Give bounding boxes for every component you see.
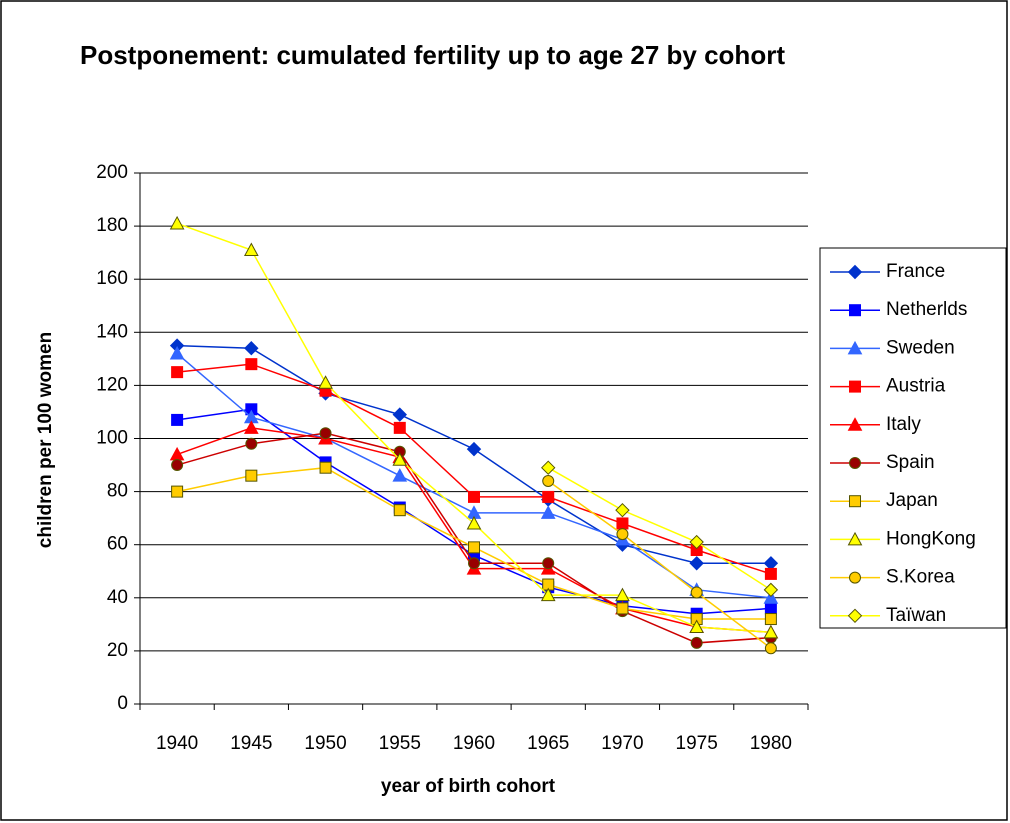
data-point	[392, 452, 408, 466]
y-tick-label: 40	[107, 587, 128, 608]
data-point	[466, 441, 482, 457]
data-point	[171, 459, 184, 472]
data-point	[169, 215, 185, 230]
y-tick-label: 180	[96, 215, 128, 236]
data-point	[689, 556, 704, 571]
legend-marker	[847, 608, 863, 624]
data-point	[171, 413, 184, 426]
data-point	[319, 461, 332, 474]
data-point	[541, 460, 556, 475]
data-point	[466, 515, 482, 530]
data-point	[393, 421, 406, 434]
x-tick-label: 1975	[676, 733, 718, 754]
data-point	[763, 624, 779, 639]
series-line	[547, 480, 772, 649]
data-point	[616, 517, 629, 530]
data-point	[171, 485, 184, 498]
x-tick-label: 1950	[304, 733, 346, 754]
data-point	[764, 567, 777, 580]
y-tick-label: 20	[107, 640, 128, 661]
data-point	[540, 587, 556, 602]
data-point	[319, 427, 332, 440]
data-point	[245, 437, 258, 450]
data-point	[764, 602, 777, 615]
data-point	[393, 504, 406, 517]
data-point	[243, 242, 259, 256]
data-point	[763, 582, 779, 598]
legend-marker	[849, 380, 861, 393]
x-tick-label: 1940	[156, 733, 198, 754]
data-point	[392, 468, 408, 482]
legend-marker	[847, 264, 863, 280]
y-tick-label: 80	[107, 481, 128, 502]
y-tick-label: 60	[107, 534, 128, 555]
data-point	[616, 528, 629, 541]
legend-label: HongKong	[886, 528, 976, 549]
data-point	[468, 541, 480, 554]
x-tick-label: 1960	[453, 733, 495, 754]
data-point	[689, 534, 704, 550]
legend-label: Sweden	[886, 337, 955, 358]
data-point	[392, 407, 407, 422]
x-tick-label: 1980	[750, 733, 792, 754]
data-point	[764, 613, 777, 626]
legend-marker	[849, 571, 861, 584]
data-point	[245, 469, 258, 482]
legend-label: Italy	[886, 414, 921, 435]
legend-label: Taïwan	[886, 605, 946, 626]
y-tick-label: 140	[96, 321, 128, 342]
data-point	[690, 586, 703, 599]
x-tick-label: 1970	[601, 733, 643, 754]
legend-label: Netherlds	[886, 299, 967, 320]
data-point	[615, 587, 630, 602]
legend-marker	[849, 304, 861, 317]
data-point	[243, 420, 259, 434]
data-point	[245, 358, 258, 371]
x-tick-label: 1955	[379, 733, 421, 754]
y-tick-label: 160	[96, 268, 128, 289]
data-point	[616, 602, 629, 615]
legend-marker	[847, 417, 863, 431]
data-point	[169, 345, 185, 360]
x-axis-label: year of birth cohort	[381, 776, 556, 797]
data-point	[615, 502, 630, 518]
data-point	[540, 505, 556, 519]
y-tick-label: 200	[96, 162, 128, 183]
legend-marker	[849, 495, 861, 508]
y-tick-label: 100	[96, 428, 128, 449]
legend-label: Japan	[886, 490, 938, 511]
data-point	[690, 636, 703, 649]
data-point	[171, 366, 184, 379]
data-point	[468, 557, 480, 570]
legend-label: Spain	[886, 452, 935, 473]
data-point	[542, 490, 555, 503]
y-axis-label: children per 100 women	[35, 332, 56, 548]
data-point	[763, 590, 779, 604]
data-point	[764, 642, 777, 655]
data-point	[542, 557, 555, 570]
series-line	[547, 467, 772, 591]
y-tick-label: 0	[117, 693, 128, 714]
legend-marker	[849, 457, 861, 469]
legend-label: Austria	[886, 376, 946, 397]
data-point	[468, 490, 480, 503]
data-point	[689, 619, 705, 634]
legend-marker	[847, 340, 863, 355]
data-point	[542, 474, 555, 487]
y-tick-label: 120	[96, 374, 128, 395]
data-point	[318, 375, 333, 389]
chart-title: Postponement: cumulated fertility up to …	[80, 40, 785, 70]
data-point	[244, 341, 259, 356]
legend-marker	[847, 531, 863, 546]
legend-label: S.Korea	[886, 567, 955, 588]
x-tick-label: 1945	[230, 733, 272, 754]
legend-label: France	[886, 261, 945, 282]
x-tick-label: 1965	[527, 733, 569, 754]
